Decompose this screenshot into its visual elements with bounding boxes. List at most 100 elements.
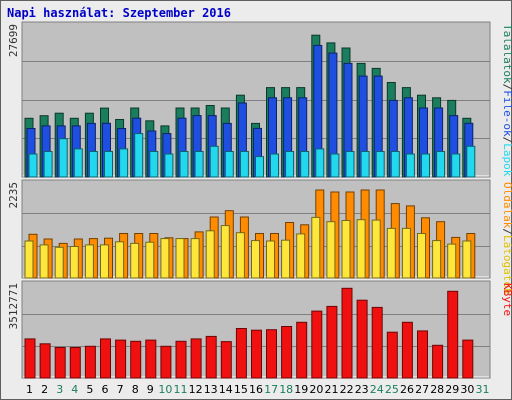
bar-bottom-kbyte-day-24 <box>371 306 383 379</box>
bar-top-lapok-day-24 <box>375 151 385 178</box>
legend-bottom: KByte <box>501 283 512 316</box>
bar-top-lapok-day-21 <box>330 153 340 178</box>
bar-middle-l-togat-k-day-6 <box>100 244 109 279</box>
bar-bottom-kbyte-day-5 <box>84 345 96 379</box>
x-tick-day-12: 12 <box>189 383 203 396</box>
bar-top-lapok-day-27 <box>421 153 430 178</box>
bar-bottom-kbyte-day-10 <box>160 345 172 379</box>
bar-top-lapok-day-4 <box>73 148 83 178</box>
x-tick-day-14: 14 <box>219 383 233 396</box>
bar-top-lapok-day-25 <box>390 151 400 178</box>
bar-bottom-kbyte-day-6 <box>100 338 111 379</box>
bar-bottom-kbyte-day-1 <box>24 338 36 379</box>
x-tick-day-1: 1 <box>26 383 33 396</box>
bar-middle-l-togat-k-day-21 <box>326 221 336 279</box>
bar-middle-l-togat-k-day-29 <box>447 243 457 279</box>
x-tick-day-23: 23 <box>355 383 369 396</box>
x-tick-day-18: 18 <box>279 383 293 396</box>
x-tick-day-15: 15 <box>234 383 248 396</box>
bar-bottom-kbyte-day-12 <box>190 338 202 379</box>
bar-middle-l-togat-k-day-11 <box>175 238 185 279</box>
bar-top-lapok-day-29 <box>451 153 461 178</box>
legend-item: Oldalak <box>501 182 512 229</box>
bar-bottom-kbyte-day-3 <box>54 347 66 379</box>
x-tick-day-27: 27 <box>415 383 429 396</box>
bar-bottom-kbyte-day-22 <box>341 287 353 379</box>
bar-top-lapok-day-20 <box>315 148 325 178</box>
bar-top-lapok-day-14 <box>224 151 234 178</box>
x-tick-day-5: 5 <box>86 383 93 396</box>
legend-item: Találatok <box>501 24 512 84</box>
y-max-label-bottom: 3512771 <box>7 283 20 329</box>
bar-middle-l-togat-k-day-14 <box>220 225 230 279</box>
bar-bottom-kbyte-day-23 <box>356 299 368 379</box>
bar-middle-l-togat-k-day-20 <box>311 216 321 279</box>
bar-top-lapok-day-28 <box>436 151 446 178</box>
bar-middle-l-togat-k-day-27 <box>417 233 426 279</box>
bar-middle-l-togat-k-day-2 <box>39 244 49 279</box>
bar-middle-l-togat-k-day-10 <box>160 238 170 279</box>
bar-top-lapok-day-5 <box>88 151 98 178</box>
bar-bottom-kbyte-day-29 <box>447 290 459 379</box>
legend-item: / <box>501 137 512 144</box>
x-tick-day-28: 28 <box>430 383 444 396</box>
bar-middle-l-togat-k-day-25 <box>386 227 396 279</box>
x-tick-day-31: 31 <box>476 383 490 396</box>
x-tick-day-26: 26 <box>400 383 414 396</box>
bar-top-lapok-day-30 <box>466 145 476 178</box>
chart-title: Napi használat: Szeptember 2016 <box>7 6 231 20</box>
bar-top-lapok-day-2 <box>43 151 53 178</box>
bar-bottom-kbyte-day-18 <box>281 326 293 379</box>
y-max-label-middle: 2235 <box>7 182 20 209</box>
bar-middle-l-togat-k-day-15 <box>235 232 245 279</box>
bar-top-lapok-day-18 <box>285 151 295 178</box>
x-tick-day-24: 24 <box>370 383 384 396</box>
bar-middle-l-togat-k-day-24 <box>371 219 381 279</box>
bar-middle-l-togat-k-day-30 <box>462 240 472 279</box>
x-tick-day-10: 10 <box>158 383 172 396</box>
bar-bottom-kbyte-day-21 <box>326 305 338 379</box>
bar-bottom-kbyte-day-8 <box>130 340 142 379</box>
bar-middle-l-togat-k-day-5 <box>84 244 94 279</box>
legend-top: Találatok/File-ok/Lapok <box>501 24 512 177</box>
bar-middle-l-togat-k-day-4 <box>69 246 79 279</box>
bar-top-lapok-day-15 <box>239 151 249 178</box>
bar-bottom-kbyte-day-27 <box>417 330 428 379</box>
bar-top-lapok-day-7 <box>119 148 129 178</box>
bar-top-lapok-day-9 <box>149 151 159 178</box>
bar-bottom-kbyte-day-9 <box>145 339 157 379</box>
bar-top-lapok-day-13 <box>209 145 219 178</box>
bar-top-lapok-day-3 <box>58 138 68 178</box>
bar-middle-l-togat-k-day-12 <box>190 238 200 279</box>
bar-bottom-kbyte-day-15 <box>235 328 247 379</box>
bar-top-lapok-day-16 <box>255 156 264 178</box>
bar-top-lapok-day-1 <box>28 153 38 178</box>
legend-middle: Oldalak/Látogatók <box>501 182 512 295</box>
x-tick-day-3: 3 <box>56 383 63 396</box>
bar-middle-l-togat-k-day-16 <box>251 240 260 279</box>
bar-top-lapok-day-26 <box>405 153 415 178</box>
bar-middle-l-togat-k-day-28 <box>432 240 442 279</box>
legend-item: Látogatók <box>501 235 512 295</box>
x-tick-day-17: 17 <box>264 383 278 396</box>
x-tick-day-13: 13 <box>204 383 218 396</box>
bar-middle-l-togat-k-day-8 <box>130 242 140 279</box>
bar-middle-l-togat-k-day-22 <box>341 220 351 279</box>
bar-top-lapok-day-22 <box>345 151 355 178</box>
bar-middle-l-togat-k-day-9 <box>145 241 155 279</box>
bar-bottom-kbyte-day-14 <box>220 341 232 379</box>
x-tick-day-4: 4 <box>71 383 78 396</box>
bar-middle-l-togat-k-day-26 <box>401 227 411 279</box>
bar-middle-l-togat-k-day-13 <box>205 230 215 279</box>
bar-bottom-kbyte-day-28 <box>432 344 444 379</box>
bar-bottom-kbyte-day-11 <box>175 340 187 379</box>
bar-bottom-kbyte-day-20 <box>311 310 323 379</box>
bar-middle-l-togat-k-day-18 <box>281 239 291 279</box>
x-tick-day-30: 30 <box>460 383 474 396</box>
legend-item: / <box>501 84 512 91</box>
x-tick-day-22: 22 <box>340 383 354 396</box>
x-tick-day-21: 21 <box>325 383 339 396</box>
bar-top-lapok-day-19 <box>300 151 310 178</box>
x-tick-day-11: 11 <box>174 383 188 396</box>
